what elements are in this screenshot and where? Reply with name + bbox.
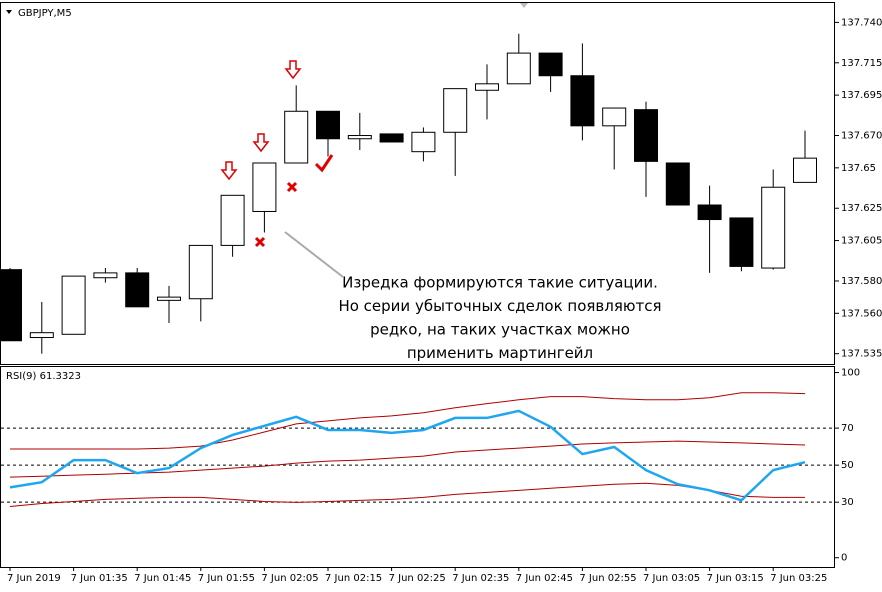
x-tick-label: 7 Jun 02:35 xyxy=(452,573,509,584)
x-tick-label: 7 Jun 02:25 xyxy=(389,573,446,584)
y-tick-label: 137.625 xyxy=(841,203,882,214)
signal-arrows xyxy=(220,60,302,181)
y-tick-label: 30 xyxy=(841,497,854,508)
y-tick-label: 137.65 xyxy=(841,163,876,174)
candle-body xyxy=(793,157,817,183)
x-tick-label: 7 Jun 03:25 xyxy=(770,573,827,584)
x-tick-label: 7 Jun 01:55 xyxy=(198,573,255,584)
x-tick-label: 7 Jun 01:45 xyxy=(134,573,191,584)
x-tick-label: 7 Jun 02:55 xyxy=(579,573,636,584)
annotation-line: редко, на таких участках можно xyxy=(370,321,630,339)
candle-body xyxy=(61,275,86,335)
candle-body xyxy=(93,272,118,279)
y-tick-label: 70 xyxy=(841,423,854,434)
candle-body xyxy=(538,52,563,77)
candle-body xyxy=(411,131,436,153)
x-tick-label: 7 Jun 02:05 xyxy=(261,573,318,584)
y-tick-label: 137.695 xyxy=(841,90,882,101)
candle-body xyxy=(761,186,786,269)
x-tick-label: 7 Jun 03:15 xyxy=(707,573,764,584)
y-tick-label: 137.605 xyxy=(841,236,882,247)
candle-body xyxy=(220,194,245,246)
annotation-line: Изредка формируются такие ситуации. xyxy=(342,274,658,292)
candle-body xyxy=(29,332,54,339)
y-tick-label: 137.715 xyxy=(841,58,882,69)
candle-body xyxy=(475,83,499,91)
candle-body xyxy=(506,52,531,85)
candle-body xyxy=(284,110,309,164)
x-tick-label: 7 Jun 02:15 xyxy=(325,573,382,584)
candle-body xyxy=(665,162,690,206)
shift-marker xyxy=(520,3,528,8)
candle-body xyxy=(602,107,627,127)
loss-marks xyxy=(254,181,298,248)
candle-body xyxy=(347,135,372,140)
rsi-title: RSI(9) 61.3323 xyxy=(6,371,81,382)
cross xyxy=(254,236,266,248)
annotation-line: применить мартингейл xyxy=(407,344,593,362)
x-tick-label: 7 Jun 03:05 xyxy=(643,573,700,584)
candle-body xyxy=(697,204,722,221)
candle-body xyxy=(188,244,213,300)
candle-body xyxy=(379,133,404,143)
rsi-panel xyxy=(0,366,835,568)
candle-body xyxy=(252,162,277,212)
y-tick-label: 137.740 xyxy=(841,17,882,28)
annotation: Изредка формируются такие ситуации. Но се… xyxy=(338,274,661,363)
y-tick-label: 0 xyxy=(841,553,847,564)
cross xyxy=(286,181,298,193)
menu-triangle xyxy=(6,10,12,14)
band-line xyxy=(10,392,806,450)
candle-body xyxy=(157,296,181,301)
x-tick-label: 7 Jun 01:35 xyxy=(71,573,128,584)
down-arrow xyxy=(284,60,302,80)
y-tick-label: 137.670 xyxy=(841,131,882,142)
chart-title: GBPJPY,M5 xyxy=(18,8,72,19)
y-tick-label: 137.560 xyxy=(841,308,882,319)
x-tick-label: 7 Jun 2019 xyxy=(7,573,61,584)
candle-body xyxy=(570,75,595,127)
candle-body xyxy=(316,110,340,140)
y-tick-label: 50 xyxy=(841,460,854,471)
y-tick-label: 100 xyxy=(841,368,860,379)
y-tick-label: 137.580 xyxy=(841,276,882,287)
candle-body xyxy=(729,217,754,267)
candle-body xyxy=(443,88,468,133)
candle-body xyxy=(634,109,658,162)
x-tick-label: 7 Jun 02:45 xyxy=(516,573,573,584)
rsi-line xyxy=(9,409,806,502)
y-tick-label: 137.535 xyxy=(841,349,882,360)
pointer-line xyxy=(284,231,344,278)
down-arrow xyxy=(252,133,270,153)
candle-body xyxy=(0,269,22,342)
check xyxy=(314,154,334,173)
candle-body xyxy=(125,272,150,308)
annotation-line: Но серии убыточных сделок появляются xyxy=(338,297,661,315)
band-line xyxy=(9,482,805,507)
down-arrow xyxy=(220,161,238,181)
